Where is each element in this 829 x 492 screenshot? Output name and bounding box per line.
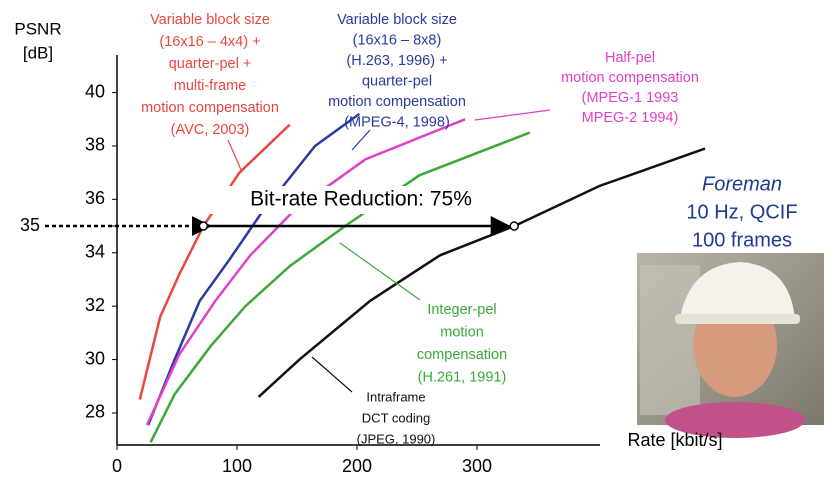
y-tick-label: 36 (85, 188, 105, 208)
x-tick-label: 0 (112, 456, 122, 476)
y-tick-label: 28 (85, 402, 105, 422)
photo (637, 253, 824, 438)
y-tick-label: 34 (85, 242, 105, 262)
annotation-text: (16x16 – 8x8) (353, 32, 442, 48)
annotation-arrow (339, 242, 421, 301)
annotation-text: quarter-pel (362, 73, 432, 89)
y-axis-label: PSNR (14, 19, 61, 38)
reference-point (198, 221, 209, 231)
sequence-label: Foreman (702, 173, 782, 195)
x-tick-label: 100 (222, 456, 252, 476)
x-axis-label: Rate [kbit/s] (627, 430, 722, 450)
annotation-text: MPEG-2 1994) (582, 110, 679, 126)
y-tick-label: 38 (85, 135, 105, 155)
annotation-text: Variable block size (337, 12, 457, 28)
y-tick-label: 40 (85, 81, 105, 101)
reduction-label: Bit-rate Reduction: 75% (250, 188, 472, 211)
annotation-text: Variable block size (150, 12, 270, 28)
annotation-arrow (227, 139, 243, 173)
series-line (138, 123, 291, 400)
annotation-text: quarter-pel + (169, 56, 252, 72)
series-line (147, 112, 361, 426)
reference-point (509, 221, 519, 231)
annotation-text: (16x16 – 4x4) + (159, 34, 260, 50)
annotation-text: compensation (417, 347, 507, 363)
sequence-label: 100 frames (692, 229, 792, 251)
annotation-text: DCT coding (362, 410, 430, 425)
annotation-text: motion compensation (561, 70, 699, 86)
x-tick-label: 200 (342, 456, 372, 476)
annotation-text: motion (440, 324, 484, 340)
annotation-text: (MPEG-4, 1998) (344, 114, 450, 130)
y-tick-label: 30 (85, 348, 105, 368)
annotation-text: (H.261, 1991) (418, 369, 507, 385)
annotation-text: (MPEG-1 1993 (582, 90, 679, 106)
annotation-text: Intraframe (366, 389, 425, 404)
series-line (149, 131, 531, 443)
annotation-text: Integer-pel (427, 302, 496, 318)
annotation-text: (H.263, 1996) + (346, 53, 447, 69)
annotation-text: (JPEG, 1990) (357, 431, 436, 446)
sequence-label: 10 Hz, QCIF (686, 201, 797, 223)
annotation-arrow (311, 356, 353, 393)
annotation-text: multi-frame (174, 78, 247, 94)
x-tick-label: 300 (462, 456, 492, 476)
annotation-arrow (351, 129, 371, 151)
annotation-text: (AVC, 2003) (171, 122, 250, 138)
annotation-text: motion compensation (141, 100, 279, 116)
series-line (145, 118, 466, 426)
series-line (257, 147, 706, 398)
y-tick-label: 32 (85, 295, 105, 315)
y-axis-label: [dB] (23, 43, 53, 62)
y-tick-label: 35 (20, 215, 40, 235)
annotation-arrow (474, 109, 551, 121)
label-background (205, 186, 517, 214)
annotation-text: motion compensation (328, 94, 466, 110)
annotation-text: Half-pel (605, 50, 655, 66)
